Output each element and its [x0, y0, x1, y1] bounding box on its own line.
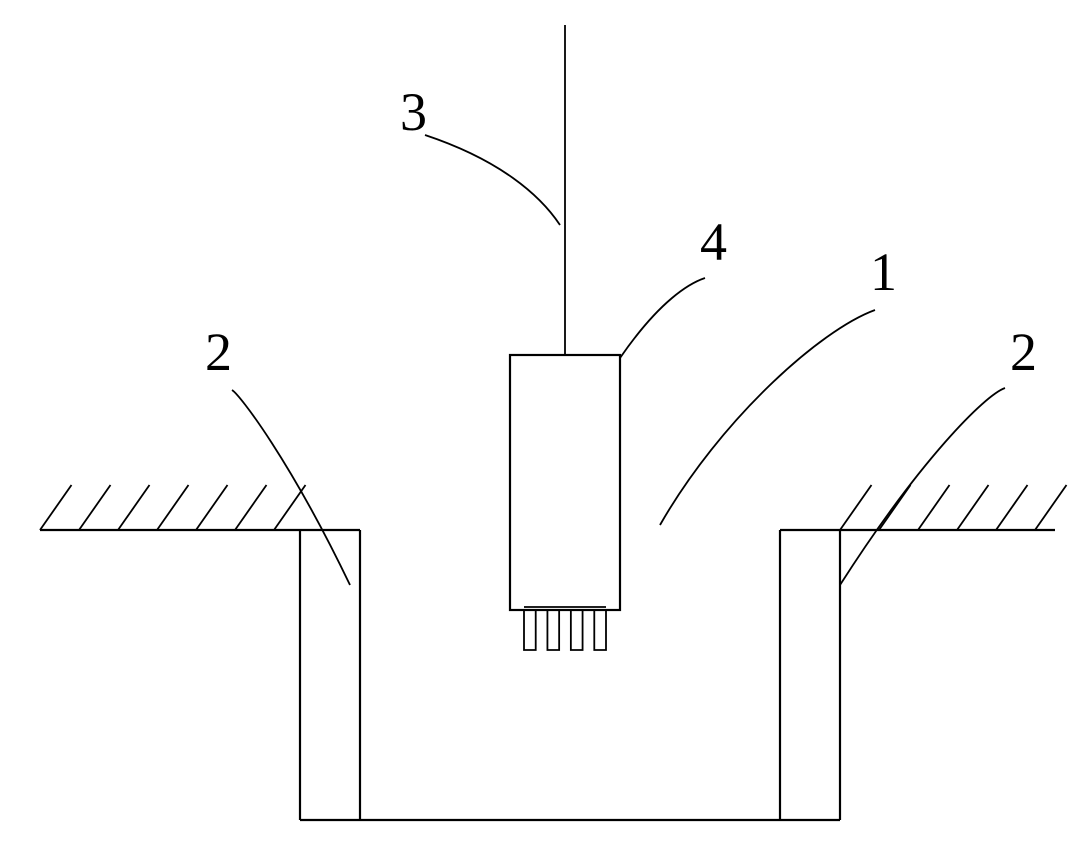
callout-label-2: 2: [1010, 322, 1037, 382]
hatch-mark: [1035, 485, 1067, 530]
engineering-diagram: 3 4 1 2 2: [0, 0, 1090, 860]
tool-body: [510, 355, 620, 610]
hatch-mark: [957, 485, 989, 530]
callout-leader-4: [620, 278, 705, 358]
hatch-mark: [118, 485, 150, 530]
callout-leader-2: [840, 388, 1005, 585]
callout-leader-2: [232, 390, 350, 585]
callout-label-3: 3: [400, 82, 427, 142]
hatch-mark: [918, 485, 950, 530]
hatch-mark: [840, 485, 872, 530]
callout-leader-1: [660, 310, 875, 525]
hatch-mark: [40, 485, 72, 530]
tool-teeth: [524, 610, 606, 650]
hatch-mark: [157, 485, 189, 530]
hatch-mark: [996, 485, 1028, 530]
hatch-mark: [79, 485, 111, 530]
callout-label-1: 1: [870, 242, 897, 302]
callout-label-4: 4: [700, 212, 727, 272]
callout-label-2: 2: [205, 322, 232, 382]
callout-leader-3: [425, 135, 560, 225]
hatch-mark: [196, 485, 228, 530]
hatch-mark: [235, 485, 267, 530]
